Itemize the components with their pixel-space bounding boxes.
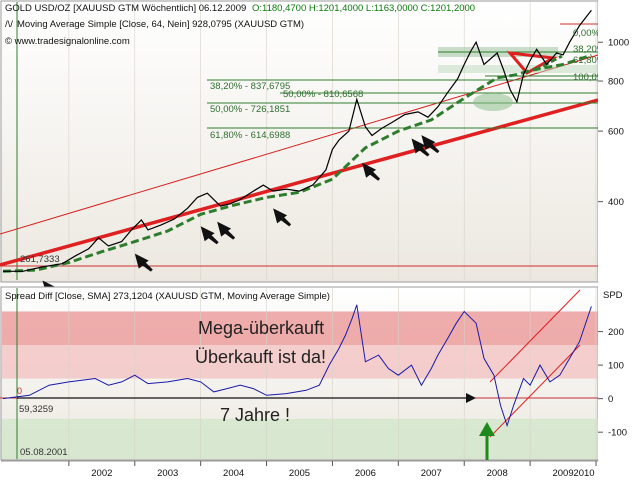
fib-zone-mid: [438, 65, 598, 73]
spread-axis-panel: [598, 287, 639, 460]
fib-zone-low: [473, 93, 513, 111]
buy-arrow-2: [200, 226, 219, 245]
spread-grid: [16, 288, 597, 459]
buy-arrow-5: [362, 162, 381, 181]
year-label-5: 2007: [421, 468, 442, 479]
spread-zone-2: [2, 418, 598, 459]
fib-right-3: 100,0%: [573, 72, 606, 83]
fib-right-2: 61,80%: [573, 55, 606, 66]
channel-lower: [489, 344, 581, 438]
year-label-0: 2002: [91, 468, 112, 479]
spd-unit-label: SPD: [603, 290, 623, 301]
price-tick-label-0: 1000: [608, 38, 629, 49]
box-label: 261,7333: [20, 254, 60, 265]
year-label-4: 2006: [355, 468, 376, 479]
annotation-ueberkauft: Überkauft ist da!: [195, 347, 326, 367]
quote-header: O:1180,4700 H:1201,4000 L:1163,0000 C:12…: [252, 3, 475, 14]
spread-axis: 200 100 0 -100: [598, 327, 627, 439]
spread-start-value: 59,3259: [19, 404, 53, 415]
fib-label-3: 50,00% - 726,1851: [210, 104, 290, 115]
spread-tick-label-0: 200: [608, 327, 624, 338]
buy-arrow-3: [217, 221, 236, 240]
year-label-8: 2010: [573, 468, 594, 479]
moving-average-line: [2, 53, 592, 273]
zero-ref-label: 0: [17, 386, 22, 396]
fib-label-1: 38,20% - 837,6795: [210, 81, 290, 92]
fib-label-2: 50,00% - 810,6568: [283, 89, 363, 100]
bottom-arrow-head: [479, 422, 495, 436]
spread-tick-label-3: -100: [608, 428, 627, 439]
annotation-mega: Mega-überkauft: [198, 318, 324, 338]
buy-arrow-7: [421, 135, 440, 154]
price-tick-label-1: 800: [608, 77, 624, 88]
price-axis: 1000 800 600 400: [598, 38, 629, 208]
start-date-label: 05.08.2001: [20, 447, 68, 458]
price-tick-label-3: 400: [608, 197, 624, 208]
price-grid: [16, 2, 597, 280]
spread-annotations: [0, 289, 598, 460]
fib-right-0: 0,00%: [573, 28, 600, 39]
annotation-years: 7 Jahre !: [220, 405, 290, 425]
duration-arrow-head: [466, 393, 476, 403]
spread-tick-label-1: 100: [608, 361, 624, 372]
price-annotations: [0, 23, 599, 267]
year-label-6: 2008: [487, 468, 508, 479]
symbol-header: GOLD USD/OZ [XAUUSD GTM Wöchentlich] 06.…: [5, 3, 246, 14]
price-tick-label-2: 600: [608, 127, 624, 138]
price-axis-panel: [598, 1, 639, 282]
year-label-2: 2004: [223, 468, 244, 479]
spread-tick-label-2: 0: [608, 394, 613, 405]
spread-zone-0: [2, 311, 598, 345]
year-label-7: 2009: [552, 468, 573, 479]
buy-arrow-6: [411, 138, 430, 157]
buy-arrow-4: [273, 208, 292, 227]
gold-price-line: [3, 9, 592, 272]
watermark-text: © www.tradesignalonline.com: [5, 36, 130, 47]
spread-line: [2, 304, 592, 428]
fib-right-1: 38,20%: [573, 44, 606, 55]
buy-arrow-1: [134, 253, 153, 272]
ma-header: Moving Average Simple [Close, 64, Nein] …: [17, 19, 304, 30]
channel-upper: [489, 289, 581, 383]
time-axis: 2002 2003 2004 2005 2006 2007 2008 2009 2010: [68, 461, 597, 479]
spread-header: Spread Diff [Close, SMA] 273,1204 (XAUUS…: [5, 291, 330, 302]
fib-label-4: 61,80% - 614,6988: [210, 130, 290, 141]
indicator-icon: /\/: [5, 19, 13, 30]
triangle-pattern: [506, 51, 558, 75]
upper-channel-line: [0, 54, 599, 235]
year-label-1: 2003: [157, 468, 178, 479]
year-label-3: 2005: [289, 468, 310, 479]
